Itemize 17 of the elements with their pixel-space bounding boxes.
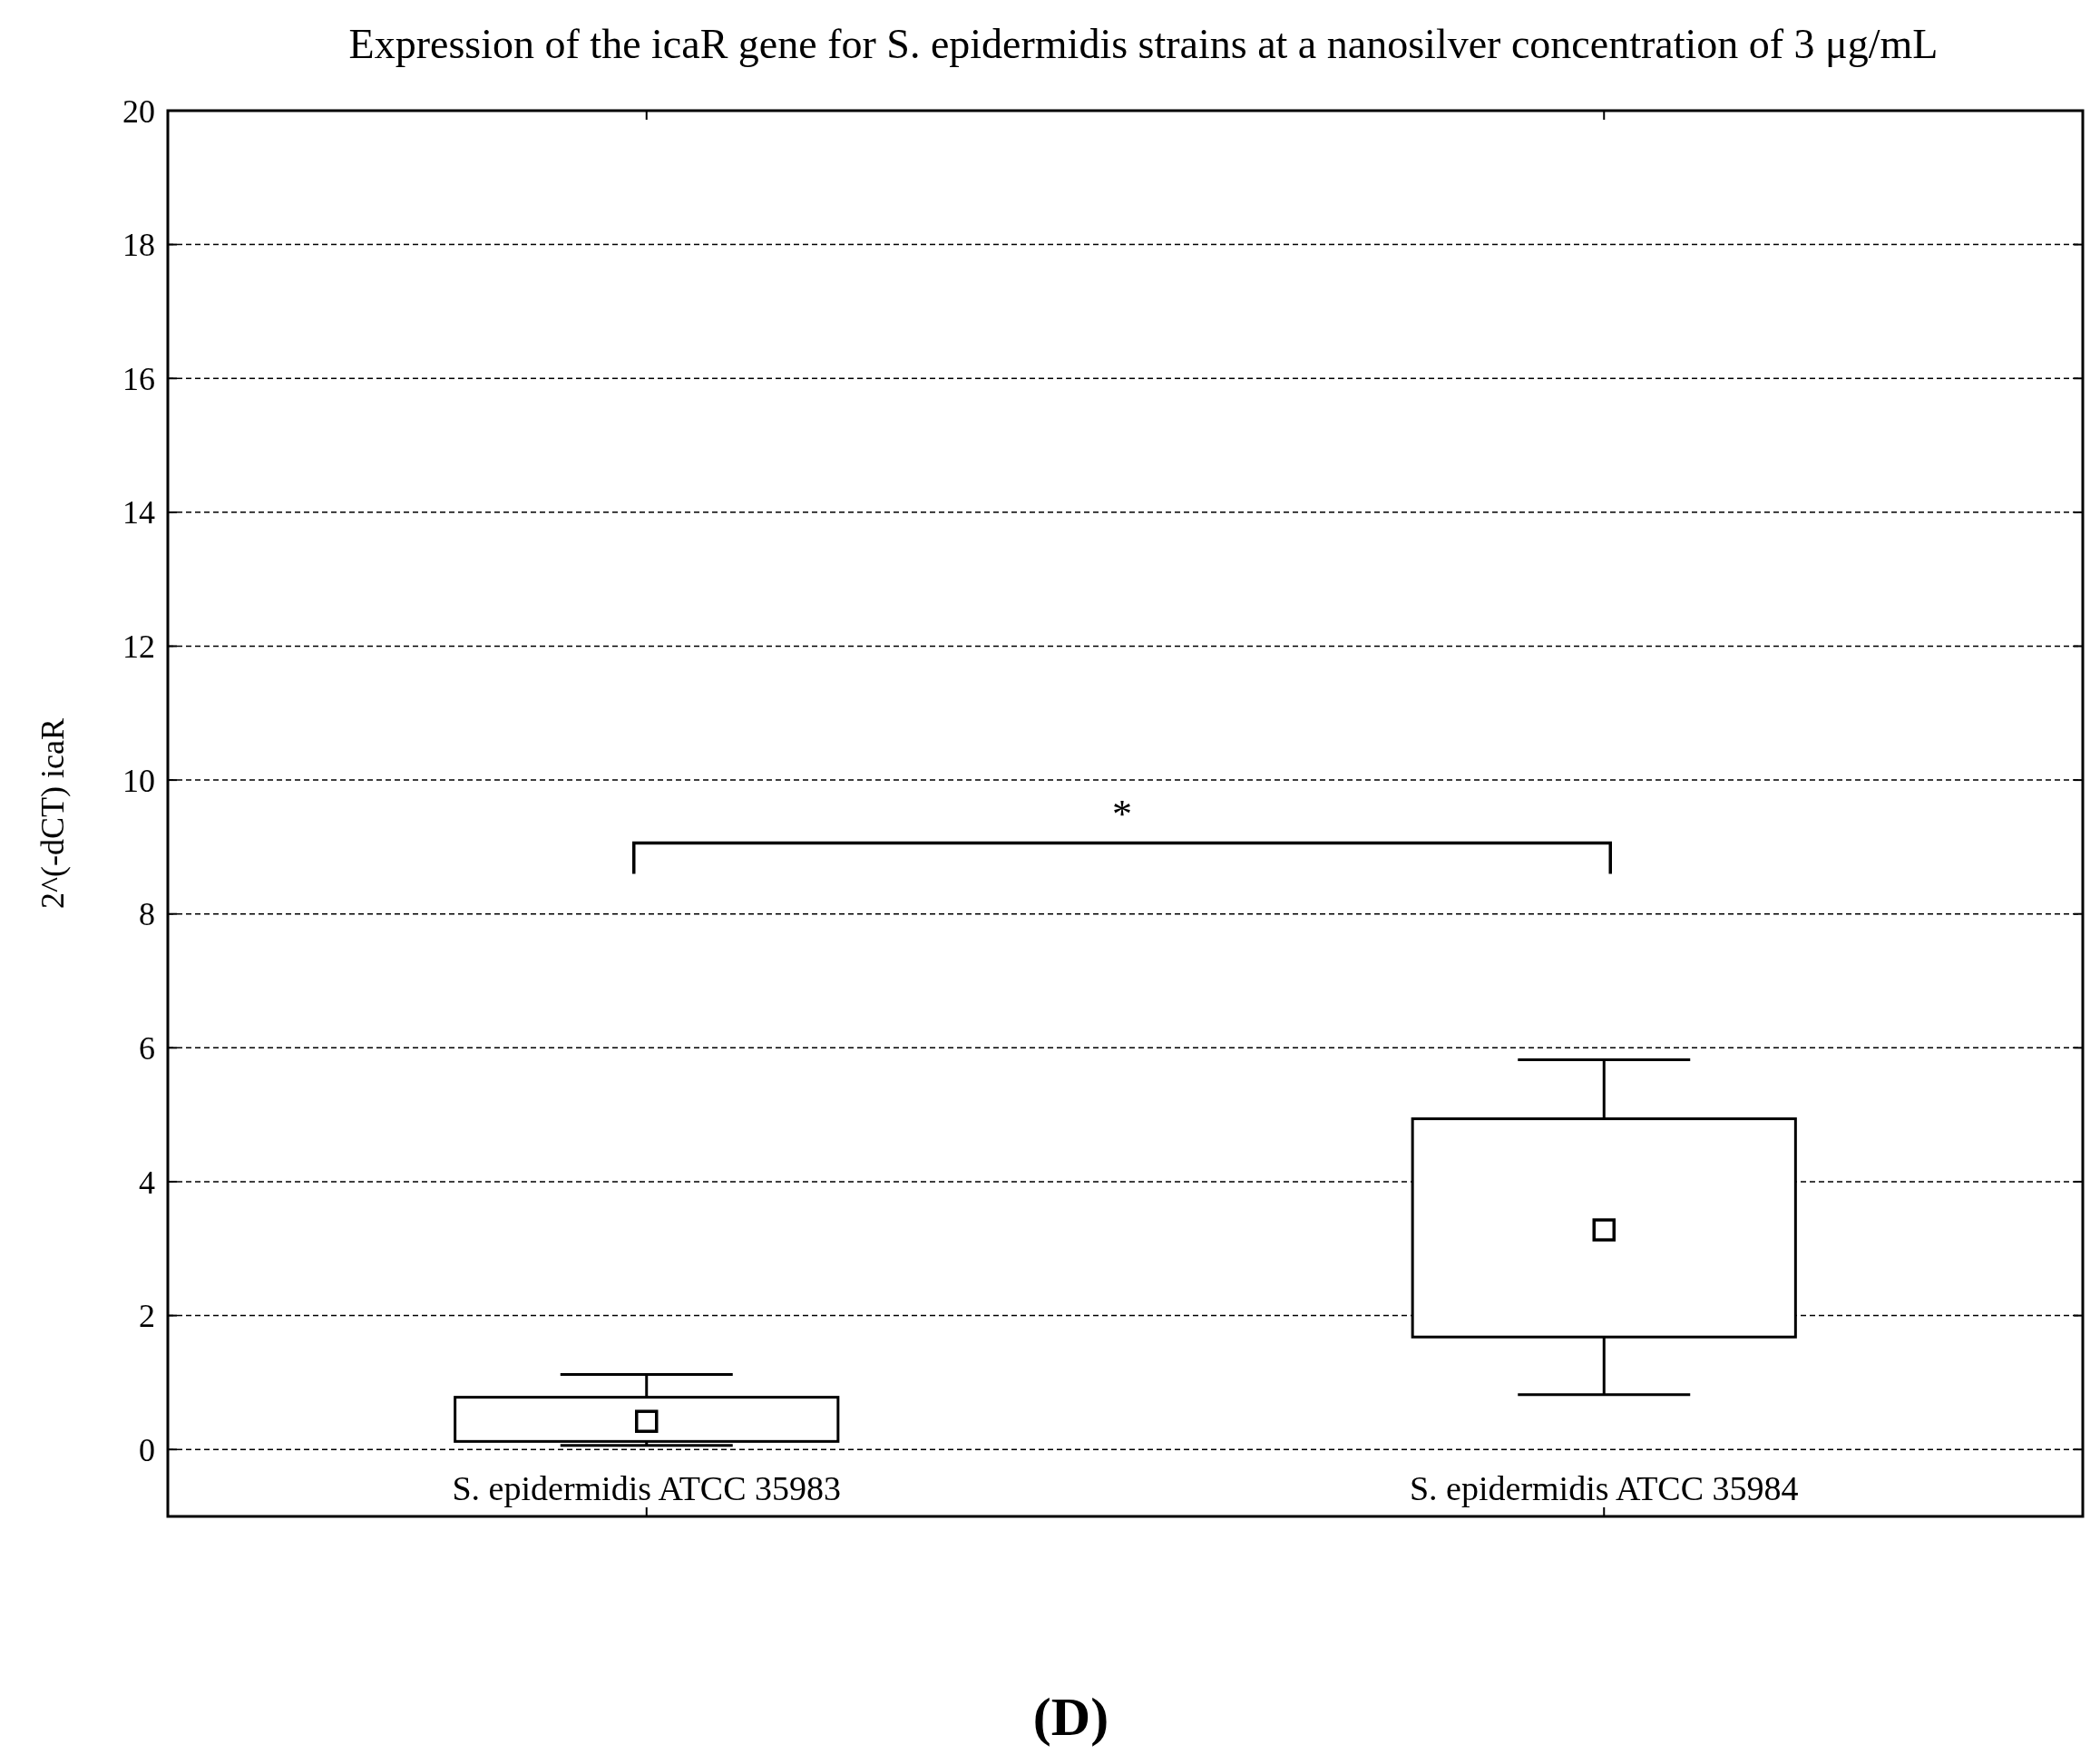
y-tick-label: 2 bbox=[139, 1298, 155, 1335]
y-tick-label: 16 bbox=[122, 360, 155, 397]
y-tick-label: 0 bbox=[139, 1431, 155, 1468]
y-tick-label: 12 bbox=[122, 629, 155, 666]
annotation: * bbox=[1112, 791, 1132, 836]
x-tick-label: S. epidermidis ATCC 35983 bbox=[452, 1469, 842, 1507]
y-tick-label: 18 bbox=[122, 227, 155, 264]
text: (D) bbox=[1032, 1687, 1109, 1747]
x-tick-label: S. epidermidis ATCC 35984 bbox=[1409, 1469, 1799, 1507]
y-tick-label: 8 bbox=[139, 896, 155, 933]
y-axis-title: 2^(-dCT) icaR bbox=[34, 718, 71, 909]
y-tick-label: 20 bbox=[122, 93, 155, 130]
y-tick-label: 6 bbox=[139, 1029, 155, 1067]
y-tick-label: 4 bbox=[139, 1164, 155, 1201]
y-tick-label: 10 bbox=[122, 762, 155, 799]
y-tick-label: 14 bbox=[122, 494, 155, 531]
chart-title: Expression of the icaR gene for S. epidermidis strains at a nanosilver concentration of 3 μg/mL bbox=[348, 21, 1939, 67]
